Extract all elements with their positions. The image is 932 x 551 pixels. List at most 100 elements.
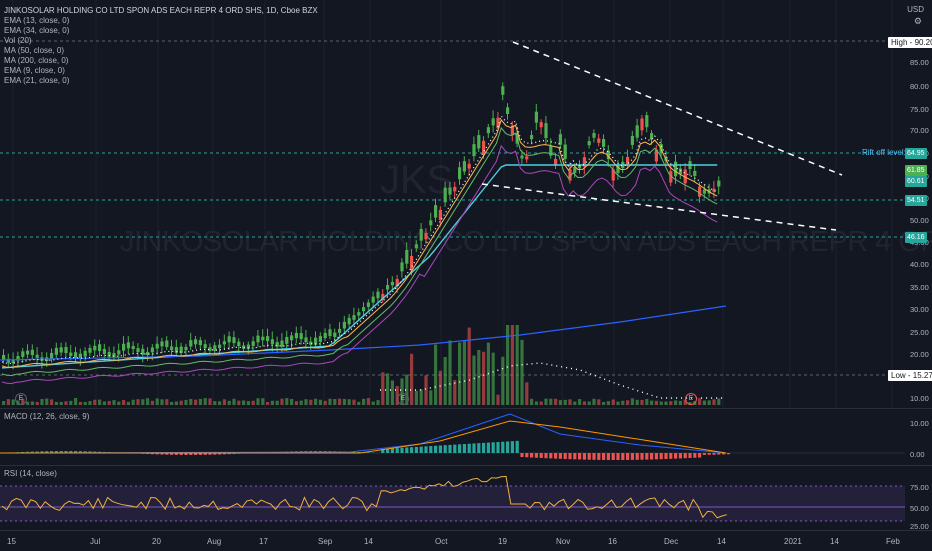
volume-bar <box>256 398 259 405</box>
earnings-marker-1[interactable]: E <box>15 393 27 405</box>
symbol-title[interactable]: JINKOSOLAR HOLDING CO LTD SPON ADS EACH … <box>4 6 318 16</box>
macd-histogram-bar <box>453 445 456 453</box>
legend-ma50[interactable]: MA (50, close, 0) <box>4 46 318 56</box>
legend-ema34[interactable]: EMA (34, close, 0) <box>4 26 318 36</box>
support-tag-2: 46.16 <box>905 232 927 243</box>
candle-body <box>184 347 187 350</box>
macd-histogram-bar <box>660 453 663 459</box>
price-pane[interactable]: JKS JINKOSOLAR HOLDING CO LTD SPON ADS E… <box>0 0 932 408</box>
rsi-pane[interactable]: RSI (14, close) 75.00 50.00 25.00 <box>0 466 932 528</box>
price-scale-label: 50.00 <box>910 216 929 225</box>
candle-body <box>717 181 720 187</box>
volume-bar <box>655 401 658 405</box>
candle-body <box>535 112 538 123</box>
volume-bar <box>324 401 327 405</box>
candle-body <box>122 344 125 351</box>
candle-body <box>132 346 135 349</box>
volume-bar <box>612 400 615 405</box>
candle-body <box>324 333 327 338</box>
volume-bar <box>496 395 499 405</box>
currency-label[interactable]: USD <box>907 5 924 14</box>
volume-bar <box>290 399 293 405</box>
time-axis-label: 14 <box>830 537 839 546</box>
volume-bar <box>156 398 159 405</box>
candle-body <box>26 351 29 355</box>
candle-body <box>285 337 288 344</box>
rsi-chart[interactable] <box>0 466 932 528</box>
candle-body <box>564 145 567 159</box>
volume-bar <box>98 400 101 405</box>
candle-body <box>304 337 307 342</box>
macd-legend[interactable]: MACD (12, 26, close, 9) <box>4 412 89 421</box>
macd-histogram-bar <box>626 453 629 460</box>
macd-histogram-bar <box>636 453 639 460</box>
volume-bar <box>506 325 509 405</box>
candle-body <box>698 187 701 197</box>
macd-chart[interactable] <box>0 409 932 465</box>
volume-bar <box>170 402 173 405</box>
macd-histogram-bar <box>448 445 451 453</box>
time-axis-label: 17 <box>259 537 268 546</box>
gear-icon[interactable]: ⚙ <box>914 16 922 27</box>
volume-bar <box>511 325 514 405</box>
candle-body <box>362 307 365 311</box>
candle-body <box>540 122 543 127</box>
volume-bar <box>578 399 581 405</box>
volume-bar <box>309 400 312 405</box>
volume-bar <box>717 399 720 405</box>
macd-histogram-bar <box>679 453 682 458</box>
candle-body <box>218 345 221 348</box>
volume-bar <box>180 401 183 405</box>
candle-body <box>199 340 202 345</box>
candle-body <box>256 336 259 343</box>
volume-bar <box>136 399 139 405</box>
volume-bar <box>530 399 533 405</box>
volume-bar <box>554 399 557 405</box>
macd-histogram-bar <box>520 453 523 457</box>
candle-body <box>36 355 39 358</box>
candle-body <box>280 341 283 347</box>
candle-body <box>165 340 168 347</box>
legend-ema13[interactable]: EMA (13, close, 0) <box>4 16 318 26</box>
legend-ema9[interactable]: EMA (9, close, 0) <box>4 66 318 76</box>
candle-body <box>492 118 495 125</box>
candle-body <box>343 322 346 329</box>
volume-bar <box>568 399 571 405</box>
current-price-1: 61.85 <box>905 165 927 176</box>
rsi-legend[interactable]: RSI (14, close) <box>4 469 57 478</box>
time-axis-label: 2021 <box>784 537 802 546</box>
candle-body <box>640 119 643 131</box>
macd-histogram-bar <box>506 441 509 453</box>
volume-bar <box>194 400 197 405</box>
volume-bar <box>386 373 389 405</box>
macd-histogram-bar <box>669 453 672 459</box>
macd-line <box>0 414 726 453</box>
candle-body <box>93 346 96 351</box>
volume-bar <box>420 389 423 405</box>
earnings-marker-2[interactable]: E <box>397 393 409 405</box>
volume-bar <box>103 402 106 405</box>
macd-pane[interactable]: MACD (12, 26, close, 9) 10.00 0.00 <box>0 409 932 465</box>
candle-body <box>477 135 480 148</box>
candle-body <box>674 162 677 177</box>
earnings-marker-3[interactable]: E <box>685 393 697 405</box>
volume-bar <box>712 399 715 405</box>
volume-bar <box>674 400 677 405</box>
current-price-2: 60.61 <box>905 176 927 187</box>
candle-body <box>588 141 591 145</box>
volume-bar <box>679 401 682 405</box>
legend-ma200[interactable]: MA (200, close, 0) <box>4 56 318 66</box>
volume-bar <box>362 399 365 405</box>
legend-vol[interactable]: Vol (20) <box>4 36 318 46</box>
macd-histogram-bar <box>693 453 696 458</box>
volume-bar <box>573 402 576 405</box>
volume-bar <box>252 401 255 405</box>
legend-ema21[interactable]: EMA (21, close, 0) <box>4 76 318 86</box>
volume-bar <box>271 401 274 405</box>
support-tag-1: 54.51 <box>905 195 927 206</box>
candle-body <box>626 157 629 166</box>
volume-bar <box>588 401 591 405</box>
candle-body <box>693 171 696 176</box>
volume-bar <box>616 402 619 405</box>
